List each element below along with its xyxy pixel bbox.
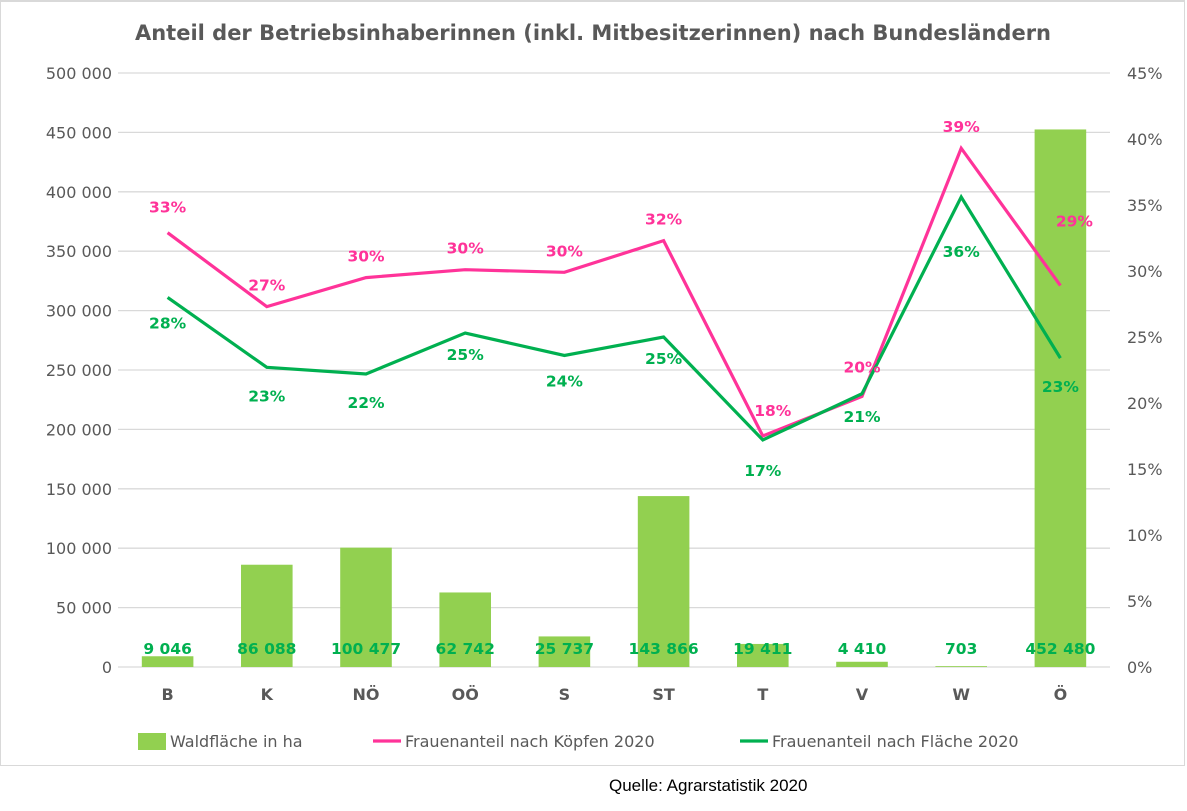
y-right-tick-label: 30% bbox=[1127, 262, 1163, 281]
bar-value-label: 62 742 bbox=[436, 640, 495, 658]
y-left-tick-label: 50 000 bbox=[56, 599, 112, 618]
line-flaeche-label: 22% bbox=[347, 394, 385, 412]
legend: Waldfläche in ha Frauenanteil nach Köpfen… bbox=[138, 732, 1019, 751]
bar-value-label: 100 477 bbox=[331, 640, 401, 658]
legend-swatch-waldflaeche bbox=[138, 733, 166, 750]
x-category-label: S bbox=[559, 685, 571, 704]
bar-T bbox=[737, 643, 789, 667]
bar-NÖ bbox=[340, 547, 392, 667]
line-flaeche-label: 25% bbox=[645, 350, 683, 368]
line-data-labels: 33% 27% 30% 30% 30% 32% 18% 20% 39% 29% 28% 23% 22% 2… bbox=[149, 118, 1093, 480]
x-axis: B K NÖ OÖ S ST T V W Ö bbox=[161, 685, 1067, 704]
y-right-tick-label: 0% bbox=[1127, 658, 1152, 677]
line-series bbox=[166, 144, 1062, 442]
y-left-tick-label: 300 000 bbox=[46, 302, 112, 321]
y-right-tick-label: 5% bbox=[1127, 592, 1152, 611]
y-right-tick-label: 15% bbox=[1127, 460, 1163, 479]
bar-S bbox=[538, 636, 591, 667]
y-right-tick-label: 25% bbox=[1127, 328, 1163, 347]
bar-B bbox=[141, 656, 194, 667]
line-flaeche-label: 21% bbox=[843, 408, 881, 426]
line-flaeche-label: 36% bbox=[943, 243, 981, 261]
y-left-tick-label: 150 000 bbox=[46, 480, 112, 499]
line-koepfe-label: 27% bbox=[248, 277, 286, 295]
x-category-label: NÖ bbox=[353, 685, 380, 704]
y-left-tick-label: 400 000 bbox=[46, 183, 112, 202]
line-flaeche-label: 23% bbox=[248, 387, 286, 405]
line-koepfe-label: 30% bbox=[447, 240, 485, 258]
bar-value-label: 19 411 bbox=[733, 640, 792, 658]
line-koepfe-label: 39% bbox=[943, 118, 981, 136]
line-flaeche-label: 25% bbox=[447, 346, 485, 364]
legend-label: Frauenanteil nach Köpfen 2020 bbox=[405, 732, 655, 751]
bar-value-label: 9 046 bbox=[143, 640, 192, 658]
line-koepfe-label: 30% bbox=[546, 242, 584, 260]
y-right-tick-label: 35% bbox=[1127, 196, 1163, 215]
y-axis-left: 0 50 000 100 000 150 000 200 000 250 000 300 0… bbox=[46, 64, 112, 677]
x-category-label: ST bbox=[652, 685, 675, 704]
bar-series-waldflaeche bbox=[141, 129, 1087, 668]
x-category-label: B bbox=[161, 685, 173, 704]
y-right-tick-label: 20% bbox=[1127, 394, 1163, 413]
bar-value-label: 4 410 bbox=[838, 640, 887, 658]
line-koepfe-label: 29% bbox=[1056, 213, 1094, 231]
x-category-label: K bbox=[261, 685, 274, 704]
y-axis-right: 0% 5% 10% 15% 20% 25% 30% 35% 40% 45% bbox=[1127, 64, 1163, 677]
x-category-label: W bbox=[952, 685, 970, 704]
bar-W bbox=[935, 666, 987, 667]
legend-label: Frauenanteil nach Fläche 2020 bbox=[772, 732, 1019, 751]
y-left-tick-label: 100 000 bbox=[46, 539, 112, 558]
bar-value-label: 703 bbox=[945, 640, 977, 658]
bar-OÖ bbox=[439, 592, 491, 667]
line-flaeche-label: 17% bbox=[744, 462, 782, 480]
y-left-tick-label: 200 000 bbox=[46, 420, 112, 439]
bar-V bbox=[836, 661, 888, 667]
chart-frame bbox=[0, 0, 1185, 766]
y-left-tick-label: 350 000 bbox=[46, 242, 112, 261]
line-flaeche-label: 24% bbox=[546, 372, 584, 390]
x-category-label: Ö bbox=[1054, 685, 1068, 704]
chart-title: Anteil der Betriebsinhaberinnen (inkl. M… bbox=[135, 21, 1051, 45]
line-koepfe-label: 20% bbox=[843, 358, 881, 376]
bar-Ö bbox=[1034, 129, 1087, 668]
x-category-label: V bbox=[856, 685, 869, 704]
bar-K bbox=[241, 564, 293, 667]
y-left-tick-label: 250 000 bbox=[46, 361, 112, 380]
x-category-label: OÖ bbox=[452, 685, 479, 704]
y-left-tick-label: 450 000 bbox=[46, 123, 112, 142]
line-koepfe-label: 30% bbox=[347, 248, 385, 266]
line-flaeche-label: 28% bbox=[149, 314, 187, 332]
legend-label: Waldfläche in ha bbox=[170, 732, 303, 751]
y-left-tick-label: 500 000 bbox=[46, 64, 112, 83]
bar-value-label: 25 737 bbox=[535, 640, 594, 658]
bar-data-labels: 9 046 86 088 100 477 62 742 25 737 143 866 19 … bbox=[143, 640, 1095, 658]
line-flaeche-label: 23% bbox=[1042, 378, 1080, 396]
source-note: Quelle: Agrarstatistik 2020 bbox=[609, 776, 808, 795]
bar-value-label: 86 088 bbox=[237, 640, 296, 658]
bar-value-label: 452 480 bbox=[1025, 640, 1095, 658]
line-flaeche bbox=[166, 193, 1062, 442]
bar-ST bbox=[637, 496, 690, 667]
x-category-label: T bbox=[757, 685, 768, 704]
y-left-tick-label: 0 bbox=[102, 658, 112, 677]
line-koepfe bbox=[166, 144, 1062, 439]
y-right-tick-label: 40% bbox=[1127, 130, 1163, 149]
y-right-tick-label: 10% bbox=[1127, 526, 1163, 545]
bar-value-label: 143 866 bbox=[629, 640, 699, 658]
line-koepfe-label: 32% bbox=[645, 211, 683, 229]
line-koepfe-label: 33% bbox=[149, 199, 187, 217]
combo-chart: Anteil der Betriebsinhaberinnen (inkl. M… bbox=[46, 21, 1163, 751]
y-right-tick-label: 45% bbox=[1127, 64, 1163, 83]
line-koepfe-label: 18% bbox=[754, 402, 792, 420]
